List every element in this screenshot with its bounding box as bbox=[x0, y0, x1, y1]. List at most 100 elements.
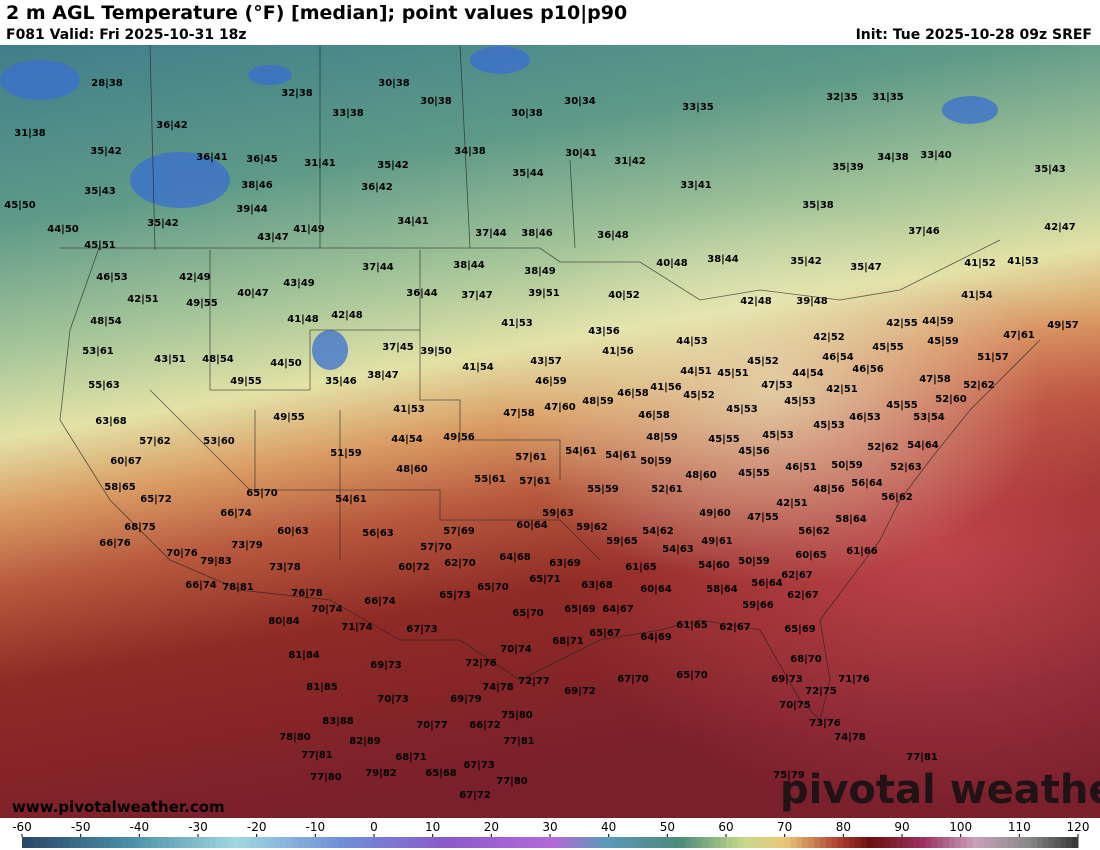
colorbar-swatch bbox=[561, 837, 569, 848]
colorbar-label: -50 bbox=[71, 820, 91, 834]
colorbar-swatch bbox=[884, 837, 891, 848]
point-value: 28|38 bbox=[91, 78, 123, 89]
colorbar-swatch bbox=[180, 837, 187, 848]
colorbar-swatch bbox=[338, 837, 346, 848]
point-value: 42|48 bbox=[331, 310, 363, 321]
colorbar-swatch bbox=[315, 837, 322, 848]
colorbar-swatch bbox=[362, 837, 369, 848]
point-value: 57|69 bbox=[443, 526, 475, 537]
point-value: 73|78 bbox=[269, 562, 301, 573]
colorbar-swatch bbox=[1036, 837, 1044, 848]
colorbar-swatch bbox=[778, 837, 786, 848]
colorbar-swatch bbox=[321, 837, 328, 848]
point-value: 54|64 bbox=[907, 440, 939, 451]
point-value: 38|44 bbox=[707, 254, 739, 265]
point-value: 45|55 bbox=[886, 400, 918, 411]
colorbar-swatch bbox=[696, 837, 704, 848]
colorbar-swatch bbox=[843, 837, 850, 848]
point-value: 44|53 bbox=[676, 336, 708, 347]
point-value: 35|39 bbox=[832, 162, 864, 173]
point-value: 48|59 bbox=[582, 396, 614, 407]
colorbar-swatch bbox=[984, 837, 991, 848]
point-value: 61|66 bbox=[846, 546, 878, 557]
colorbar-swatch bbox=[602, 837, 610, 848]
colorbar-swatch bbox=[256, 837, 264, 848]
colorbar-swatch bbox=[397, 837, 404, 848]
point-value: 65|73 bbox=[439, 590, 471, 601]
point-value: 54|63 bbox=[662, 544, 694, 555]
point-value: 41|53 bbox=[501, 318, 533, 329]
point-value: 41|52 bbox=[964, 258, 996, 269]
colorbar-swatch bbox=[819, 837, 827, 848]
colorbar-swatch bbox=[57, 837, 64, 848]
colorbar-swatch bbox=[520, 837, 528, 848]
point-value: 67|70 bbox=[617, 674, 649, 685]
colorbar-swatch bbox=[508, 837, 516, 848]
point-value: 46|58 bbox=[617, 388, 649, 399]
point-value: 49|55 bbox=[186, 298, 218, 309]
colorbar-swatch bbox=[749, 837, 756, 848]
point-value: 45|53 bbox=[762, 430, 794, 441]
colorbar-swatch bbox=[63, 837, 70, 848]
colorbar-swatch bbox=[1013, 837, 1020, 848]
point-value: 72|77 bbox=[518, 676, 550, 687]
colorbar-swatch bbox=[708, 837, 715, 848]
point-value: 48|54 bbox=[90, 316, 122, 327]
point-value: 48|59 bbox=[646, 432, 678, 443]
colorbar-swatch bbox=[274, 837, 281, 848]
point-value: 36|48 bbox=[597, 230, 629, 241]
colorbar-swatch bbox=[960, 837, 968, 848]
point-value: 69|79 bbox=[450, 694, 482, 705]
point-value: 43|56 bbox=[588, 326, 620, 337]
colorbar-swatch bbox=[467, 837, 475, 848]
colorbar-swatch bbox=[1019, 837, 1026, 848]
point-value: 48|60 bbox=[685, 470, 717, 481]
point-value: 36|44 bbox=[406, 288, 438, 299]
colorbar-swatch bbox=[579, 837, 586, 848]
colorbar-label: -10 bbox=[306, 820, 326, 834]
point-value: 40|47 bbox=[237, 288, 269, 299]
point-value: 50|59 bbox=[831, 460, 863, 471]
point-value: 78|81 bbox=[222, 582, 254, 593]
point-value: 35|38 bbox=[802, 200, 834, 211]
point-value: 46|53 bbox=[96, 272, 128, 283]
point-value: 81|85 bbox=[306, 682, 338, 693]
point-value: 74|78 bbox=[482, 682, 514, 693]
colorbar-swatch bbox=[168, 837, 176, 848]
point-value: 70|76 bbox=[166, 548, 198, 559]
colorbar-swatch bbox=[385, 837, 393, 848]
point-value: 45|59 bbox=[927, 336, 959, 347]
point-value: 33|40 bbox=[920, 150, 952, 161]
colorbar-label: 100 bbox=[949, 820, 972, 834]
colorbar-label: -30 bbox=[188, 820, 208, 834]
point-value: 53|54 bbox=[913, 412, 945, 423]
point-value: 83|88 bbox=[322, 716, 354, 727]
point-value: 38|46 bbox=[241, 180, 273, 191]
point-value: 49|55 bbox=[230, 376, 262, 387]
colorbar-swatch bbox=[755, 837, 762, 848]
point-value: 35|44 bbox=[512, 168, 544, 179]
colorbar-swatch bbox=[608, 837, 616, 848]
point-value: 73|76 bbox=[809, 718, 841, 729]
point-value: 43|49 bbox=[283, 278, 315, 289]
point-value: 41|48 bbox=[287, 314, 319, 325]
colorbar-swatch bbox=[943, 837, 950, 848]
point-value: 33|35 bbox=[682, 102, 714, 113]
colorbar-swatch bbox=[162, 837, 170, 848]
valid-time: F081 Valid: Fri 2025-10-31 18z bbox=[6, 27, 247, 43]
colorbar-swatch bbox=[420, 837, 428, 848]
colorbar-swatch bbox=[233, 837, 240, 848]
point-value: 68|70 bbox=[790, 654, 822, 665]
point-value: 37|44 bbox=[475, 228, 507, 239]
colorbar-swatch bbox=[555, 837, 563, 848]
colorbar-label: -40 bbox=[130, 820, 150, 834]
colorbar-swatch bbox=[544, 837, 551, 848]
colorbar-swatch bbox=[1042, 837, 1050, 848]
colorbar-swatch bbox=[491, 837, 498, 848]
colorbar-swatch bbox=[731, 837, 739, 848]
point-value: 31|38 bbox=[14, 128, 46, 139]
colorbar-swatch bbox=[767, 837, 774, 848]
colorbar-swatch bbox=[280, 837, 287, 848]
point-value: 49|57 bbox=[1047, 320, 1079, 331]
